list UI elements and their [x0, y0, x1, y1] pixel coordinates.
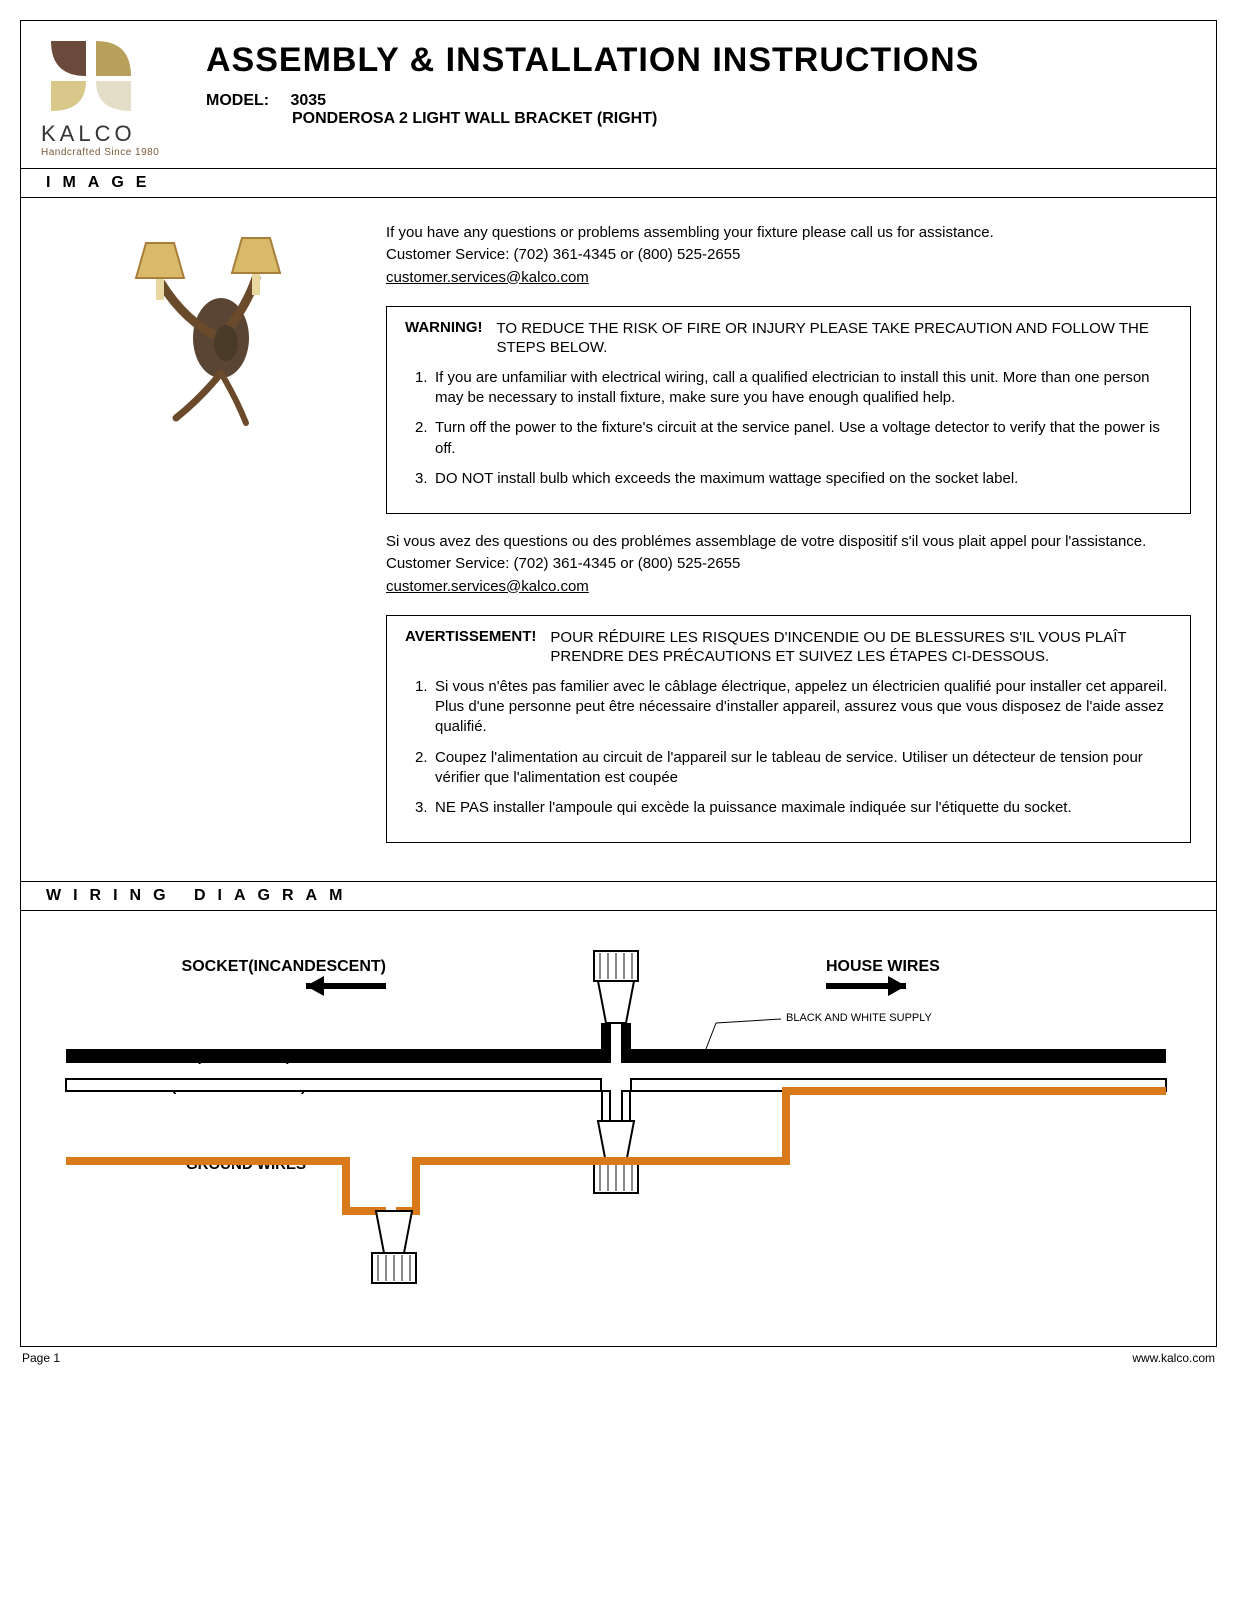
model-label: MODEL: — [206, 92, 286, 110]
logo-block: KALCO Handcrafted Since 1980 — [41, 36, 181, 158]
white-wire-stub-right — [622, 1091, 630, 1121]
footer-page: Page 1 — [22, 1351, 60, 1365]
warning-fr-heading: AVERTISSEMENT! POUR RÉDUIRE LES RISQUES … — [405, 628, 1172, 667]
arrow-right-head — [888, 976, 906, 996]
supply-leader-line — [716, 1019, 781, 1023]
contact-fr-line2: Customer Service: (702) 361-4345 or (800… — [386, 554, 1191, 574]
wiring-diagram-svg: SOCKET(INCANDESCENT) HOUSE WIRES BLACK A… — [46, 931, 1186, 1311]
black-wire-right — [631, 1049, 1166, 1063]
header: KALCO Handcrafted Since 1980 ASSEMBLY & … — [21, 21, 1216, 168]
black-wire-stub-right — [621, 1023, 631, 1063]
page-title: ASSEMBLY & INSTALLATION INSTRUCTIONS — [206, 41, 1196, 80]
model-value: 3035 — [290, 92, 326, 109]
contact-en-line1: If you have any questions or problems as… — [386, 223, 1191, 243]
contact-en-email: customer.services@kalco.com — [386, 268, 1191, 288]
section-label-image: IMAGE — [21, 168, 1216, 198]
section-label-wiring: WIRING DIAGRAM — [21, 881, 1216, 911]
warning-en-item: 1.If you are unfamiliar with electrical … — [415, 368, 1172, 409]
footer: Page 1 www.kalco.com — [20, 1347, 1217, 1365]
warning-en-item: 3.DO NOT install bulb which exceeds the … — [415, 469, 1172, 489]
warning-fr-item: 3.NE PAS installer l'ampoule qui excède … — [415, 798, 1172, 818]
warning-en-text: TO REDUCE THE RISK OF FIRE OR INJURY PLE… — [497, 319, 1173, 358]
kalco-logo-icon — [41, 36, 141, 116]
white-wire-left — [66, 1079, 601, 1091]
contact-en-line2: Customer Service: (702) 361-4345 or (800… — [386, 245, 1191, 265]
arrow-left-head — [306, 976, 324, 996]
product-fixture-icon — [106, 223, 326, 443]
warning-en-item: 2.Turn off the power to the fixture's ci… — [415, 418, 1172, 459]
product-image-column — [46, 223, 386, 861]
warning-fr-item: 1.Si vous n'êtes pas familier avec le câ… — [415, 677, 1172, 738]
wire-nut-top-icon — [594, 951, 638, 1023]
warning-fr-text: POUR RÉDUIRE LES RISQUES D'INCENDIE OU D… — [550, 628, 1172, 667]
wiring-socket-label: SOCKET(INCANDESCENT) — [182, 958, 386, 975]
page-container: KALCO Handcrafted Since 1980 ASSEMBLY & … — [20, 20, 1217, 1347]
warning-fr-label: AVERTISSEMENT! — [405, 628, 536, 667]
warning-fr-item: 2.Coupez l'alimentation au circuit de l'… — [415, 748, 1172, 789]
warning-en-label: WARNING! — [405, 319, 483, 358]
warning-box-en: WARNING! TO REDUCE THE RISK OF FIRE OR I… — [386, 306, 1191, 514]
product-name: PONDEROSA 2 LIGHT WALL BRACKET (RIGHT) — [292, 110, 1196, 128]
wiring-supply-label: BLACK AND WHITE SUPPLY — [786, 1012, 933, 1024]
contact-fr-email: customer.services@kalco.com — [386, 577, 1191, 597]
model-line: MODEL: 3035 — [206, 92, 1196, 110]
header-right: ASSEMBLY & INSTALLATION INSTRUCTIONS MOD… — [206, 36, 1196, 128]
wiring-section: SOCKET(INCANDESCENT) HOUSE WIRES BLACK A… — [21, 911, 1216, 1346]
supply-leader-line2 — [706, 1023, 716, 1049]
footer-url: www.kalco.com — [1132, 1351, 1215, 1365]
black-wire-stub-left — [601, 1023, 611, 1063]
warning-en-list: 1.If you are unfamiliar with electrical … — [405, 368, 1172, 489]
wiring-house-label: HOUSE WIRES — [826, 958, 940, 975]
black-wire-left — [66, 1049, 601, 1063]
logo-tagline: Handcrafted Since 1980 — [41, 147, 181, 158]
warning-box-fr: AVERTISSEMENT! POUR RÉDUIRE LES RISQUES … — [386, 615, 1191, 844]
contact-fr-line1: Si vous avez des questions ou des problé… — [386, 532, 1191, 552]
warning-en-heading: WARNING! TO REDUCE THE RISK OF FIRE OR I… — [405, 319, 1172, 358]
ground-wire-right — [396, 1091, 1166, 1211]
logo-brand-text: KALCO — [41, 121, 181, 147]
info-column: If you have any questions or problems as… — [386, 223, 1191, 861]
warning-fr-list: 1.Si vous n'êtes pas familier avec le câ… — [405, 677, 1172, 819]
image-section: If you have any questions or problems as… — [21, 198, 1216, 881]
wire-nut-bottom-icon — [372, 1211, 416, 1283]
white-wire-stub-left — [602, 1091, 610, 1121]
